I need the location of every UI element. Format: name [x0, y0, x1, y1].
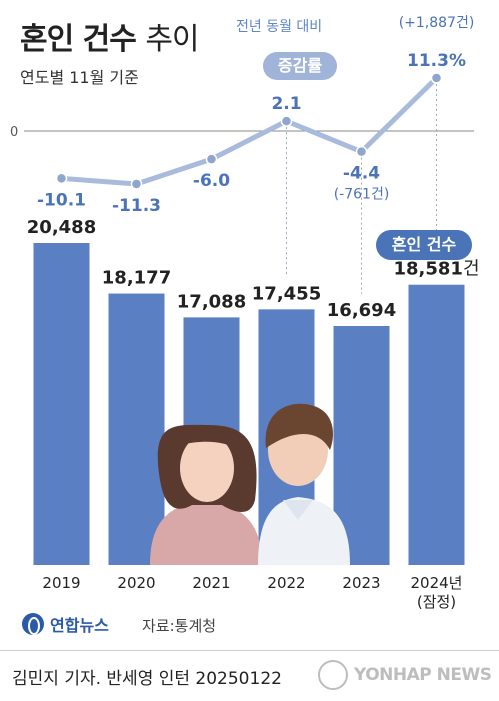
- rate-header: 전년 동월 대비: [236, 19, 323, 35]
- credit-line: 김민지 기자. 반세영 인턴 20250122: [12, 669, 282, 689]
- watermark-text: YONHAP NEWS: [354, 665, 492, 685]
- rate-point: [205, 153, 218, 165]
- bar-value-label: 17,455: [252, 283, 321, 304]
- couple-illustration: [150, 403, 350, 565]
- rate-value-label: -11.3: [112, 196, 161, 216]
- bar-2020: [108, 293, 165, 565]
- rate-annotation: (+1,887건): [399, 15, 475, 31]
- logo-text: 연합뉴스: [50, 616, 109, 635]
- category-label: 2021: [192, 574, 230, 592]
- bar-value-label: 18,581건: [393, 259, 479, 280]
- rate-line: [61, 76, 439, 187]
- bar-2024: [408, 284, 465, 565]
- category-label: 2019: [42, 574, 80, 592]
- yonhap-logo-icon: [22, 613, 44, 635]
- zero-axis-label: 0: [10, 125, 18, 140]
- category-label: 2022: [267, 574, 305, 592]
- bar-value-label: 17,088: [177, 291, 246, 312]
- bar-value-label: 20,488: [27, 217, 96, 238]
- bar-value-label: 18,177: [102, 268, 171, 289]
- source-note: 자료:통계청: [142, 617, 217, 635]
- rate-point: [130, 178, 143, 190]
- title-light: 추이: [145, 22, 199, 57]
- rate-annotation: (-761건): [334, 187, 390, 203]
- rate-value-label: 11.3%: [407, 51, 466, 71]
- rate-value-label: -10.1: [37, 190, 86, 210]
- watermark-icon: [318, 660, 348, 690]
- category-label: 2024년: [411, 574, 463, 592]
- chart: 0 20,488 18,177 17,088 17,455 16,694 18,581건 -1…: [10, 15, 480, 610]
- rate-point: [55, 172, 68, 185]
- category-note: (잠정): [417, 593, 456, 610]
- category-label: 2023: [342, 574, 380, 592]
- yonhap-logo: 연합뉴스: [22, 612, 109, 636]
- bar-value-label: 16,694: [327, 300, 396, 321]
- watermark: YONHAP NEWS: [318, 660, 492, 690]
- rate-value-label: -4.4: [343, 164, 380, 184]
- rate-point: [355, 145, 368, 158]
- chart-subtitle: 연도별 11월 기준: [20, 68, 139, 87]
- rate-badge: 증감률: [263, 52, 337, 80]
- rate-point: [280, 115, 293, 127]
- category-label: 2020: [117, 574, 155, 592]
- bar-2019: [33, 243, 90, 565]
- footer-divider: [0, 650, 499, 651]
- chart-title: 혼인 건수 추이: [20, 14, 200, 58]
- rate-value-label: -6.0: [193, 171, 230, 191]
- title-bold: 혼인 건수: [20, 22, 137, 57]
- rate-value-label: 2.1: [271, 94, 301, 114]
- bar-value-unit: 건: [463, 259, 480, 280]
- rate-point: [430, 72, 443, 84]
- count-badge: 혼인 건수: [376, 230, 472, 260]
